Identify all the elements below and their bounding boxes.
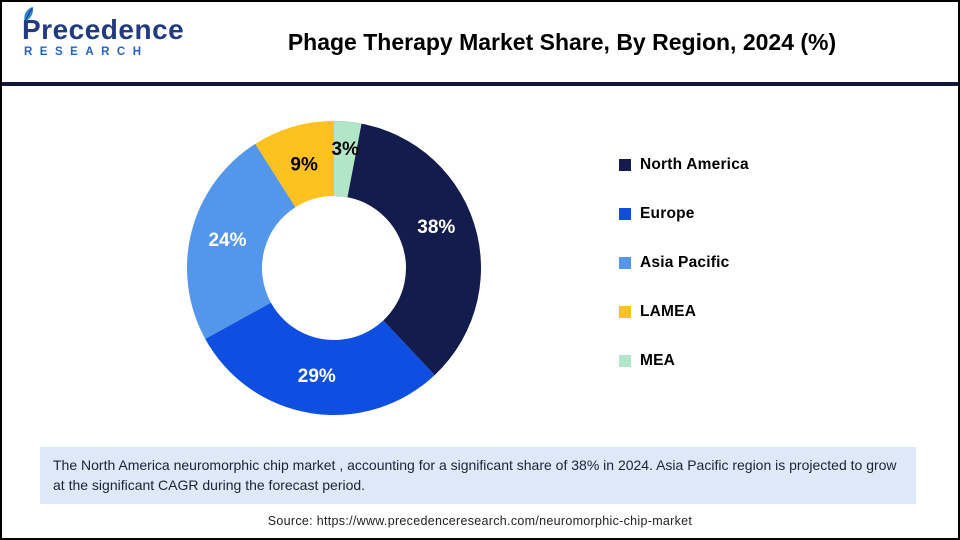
legend-swatch-lamea [619, 305, 631, 318]
page-title: Phage Therapy Market Share, By Region, 2… [287, 29, 837, 55]
legend-label-lamea: LAMEA [640, 302, 697, 320]
donut-chart: 38% 29% 24% 9% 3% [187, 121, 481, 415]
legend-label-mea: MEA [640, 351, 676, 369]
legend-label-north-america: North America [640, 155, 749, 173]
legend-label-asia-pacific: Asia Pacific [640, 253, 730, 271]
legend-swatch-north-america [619, 158, 631, 171]
legend-item-mea: MEA [619, 351, 749, 369]
note-text: The North America neuromorphic chip mark… [53, 457, 897, 494]
chart-legend: North America Europe Asia Pacific LAMEA MEA [619, 155, 749, 369]
slice-asia-pacific [187, 143, 296, 339]
slice-europe [205, 302, 435, 415]
header: Precedence RESEARCH Phage Therapy Market… [2, 2, 958, 82]
slice-label-lamea: 9% [290, 155, 318, 176]
logo-subtext: RESEARCH [24, 46, 149, 58]
slice-mea [334, 121, 362, 198]
slice-north-america [334, 121, 481, 376]
legend-swatch-mea [619, 354, 631, 367]
source-line: Source: https://www.precedenceresearch.c… [267, 514, 693, 528]
logo-wordmark: Precedence [20, 6, 185, 45]
slice-label-north-america: 38% [417, 217, 455, 238]
legend-label-europe: Europe [640, 204, 695, 222]
slice-label-europe: 29% [298, 366, 336, 387]
logo-text: Precedence [22, 14, 185, 45]
legend-item-north-america: North America [619, 155, 749, 173]
header-divider [2, 82, 958, 86]
legend-item-asia-pacific: Asia Pacific [619, 253, 749, 271]
leaf-icon [24, 6, 34, 22]
brand-logo: Precedence RESEARCH [20, 6, 185, 59]
slice-label-mea: 3% [331, 139, 359, 160]
legend-item-europe: Europe [619, 204, 749, 222]
slice-lamea [255, 121, 334, 208]
legend-swatch-asia-pacific [619, 256, 631, 269]
legend-swatch-europe [619, 207, 631, 220]
slice-label-asia-pacific: 24% [208, 230, 246, 251]
note-box: The North America neuromorphic chip mark… [40, 447, 916, 504]
legend-item-lamea: LAMEA [619, 302, 749, 320]
